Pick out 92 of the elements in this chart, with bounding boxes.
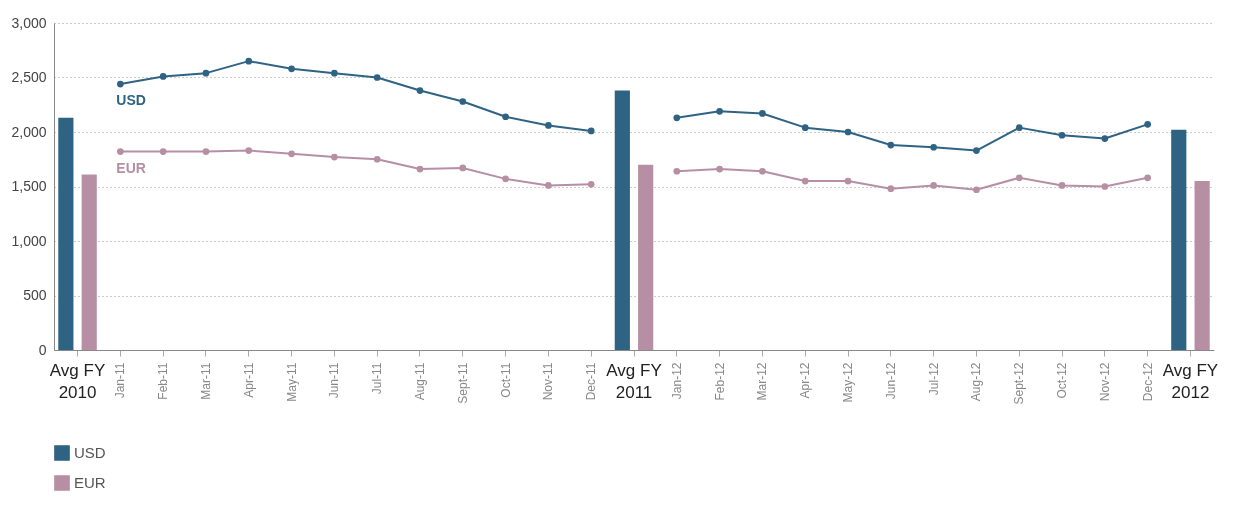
y-tick-label: 3,000 <box>11 14 47 31</box>
x-tick-label: Oct-12 <box>1055 362 1070 399</box>
point <box>159 73 167 80</box>
y-tick-label: 2,500 <box>11 69 47 85</box>
point <box>587 180 595 188</box>
point <box>459 164 467 172</box>
x-tick-label: Dec-11 <box>584 362 599 401</box>
point <box>545 182 552 189</box>
x-tick-label: Apr-11 <box>241 362 256 398</box>
point <box>502 175 509 183</box>
point <box>245 147 253 154</box>
point <box>973 147 980 154</box>
bar <box>58 117 74 350</box>
point <box>716 107 723 115</box>
y-tick-label: 500 <box>23 287 47 303</box>
point <box>801 124 809 131</box>
point <box>1101 135 1109 142</box>
point <box>1058 131 1066 139</box>
point <box>1015 124 1023 131</box>
x-tick-label: Feb-11 <box>156 362 171 400</box>
point <box>288 65 295 73</box>
point <box>1101 183 1109 190</box>
point <box>459 98 467 105</box>
point <box>673 114 681 122</box>
point <box>159 148 167 155</box>
x-tick-label: Jul-11 <box>370 362 385 395</box>
x-tick-label: Avg FY 2012 <box>1162 360 1219 402</box>
point <box>545 122 552 129</box>
point <box>887 141 895 149</box>
point <box>1015 174 1023 182</box>
y-tick-label: 2,000 <box>11 123 47 140</box>
point <box>673 167 681 175</box>
x-tick-label: Mar-11 <box>198 362 213 400</box>
point <box>245 57 253 65</box>
x-tick-label: Jan-12 <box>669 362 684 400</box>
point <box>502 113 509 121</box>
point <box>373 74 381 81</box>
point <box>844 128 852 136</box>
x-tick-label: Jan-11 <box>113 362 128 399</box>
x-tick-label: Jun-11 <box>327 362 342 399</box>
point <box>416 165 424 173</box>
x-tick-label: Feb-12 <box>712 362 727 401</box>
bar <box>81 174 97 350</box>
point <box>202 69 210 77</box>
x-tick-label: Nov-11 <box>541 362 556 401</box>
x-tick-label: Dec-12 <box>1140 362 1155 402</box>
x-tick-label: May-11 <box>284 362 299 402</box>
y-tick-label: 1,500 <box>11 178 47 194</box>
point <box>331 69 338 77</box>
point <box>288 150 295 158</box>
y-tick-label: 1,000 <box>11 232 47 249</box>
point <box>1144 174 1152 182</box>
point <box>373 155 381 163</box>
bar <box>1194 181 1210 350</box>
x-tick-label: Aug-11 <box>412 362 427 401</box>
y-tick-label: 0 <box>38 341 47 358</box>
x-tick-label: Apr-12 <box>798 362 813 399</box>
point <box>116 148 124 155</box>
x-tick-label: Jul-12 <box>926 362 941 396</box>
point <box>887 185 895 193</box>
point <box>930 143 937 151</box>
point <box>844 177 852 185</box>
legend-label: USD <box>74 444 106 461</box>
x-tick-label: Sept-11 <box>455 362 470 404</box>
point <box>416 87 424 94</box>
point <box>1144 121 1152 128</box>
series-label: USD <box>116 92 146 109</box>
series-label: EUR <box>116 159 146 176</box>
point <box>973 186 980 194</box>
point <box>716 165 723 173</box>
point <box>202 148 210 155</box>
point <box>1058 182 1066 189</box>
point <box>331 153 338 161</box>
point <box>801 177 809 185</box>
bar <box>1171 129 1187 350</box>
x-tick-label: Nov-12 <box>1097 362 1112 402</box>
point <box>759 167 766 175</box>
point <box>587 127 595 135</box>
point <box>930 182 937 189</box>
x-tick-label: May-12 <box>841 362 856 403</box>
x-tick-label: Oct-11 <box>498 362 513 398</box>
point <box>116 80 124 88</box>
legend-label: EUR <box>74 474 106 491</box>
x-tick-label: Mar-12 <box>755 362 770 401</box>
point <box>759 110 766 117</box>
x-tick-label: Jun-12 <box>883 362 898 400</box>
bar <box>638 164 654 350</box>
x-tick-label: Sept-12 <box>1012 362 1027 405</box>
x-tick-label: Avg FY 2011 <box>606 360 662 402</box>
x-tick-label: Avg FY 2010 <box>49 360 106 402</box>
bar <box>614 90 630 350</box>
x-tick-label: Aug-12 <box>969 362 984 402</box>
